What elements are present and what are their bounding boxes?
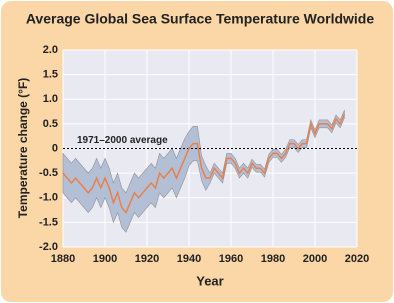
data-line [62, 113, 346, 214]
x-tick-label: 1940 [177, 253, 201, 265]
x-tick-label: 1960 [219, 253, 243, 265]
y-tick-label: -2.0 [39, 241, 58, 253]
annotation: 1971–2000 average [77, 135, 168, 146]
x-tick-label: 2000 [303, 253, 327, 265]
x-tick-label: 1880 [51, 253, 75, 265]
y-tick-label: 0 [52, 142, 58, 154]
chart-title: Average Global Sea Surface Temperature W… [26, 11, 375, 27]
y-tick-label: -0.5 [39, 167, 58, 179]
y-tick-label: -1.0 [39, 192, 58, 204]
y-tick-label: -1.5 [39, 216, 58, 228]
x-tick-label: 2020 [345, 253, 369, 265]
uncertainty-band [62, 109, 345, 233]
y-tick-label: 1.5 [43, 69, 58, 81]
y-axis-label: Temperature change (°F) [16, 78, 30, 219]
x-tick-label: 1920 [135, 253, 159, 265]
y-tick-label: 2.0 [43, 44, 58, 56]
y-tick-label: 0.5 [43, 118, 58, 130]
y-tick-label: 1.0 [43, 93, 58, 105]
x-axis-label: Year [196, 273, 223, 288]
x-tick-label: 1900 [93, 253, 117, 265]
x-tick-label: 1980 [261, 253, 285, 265]
